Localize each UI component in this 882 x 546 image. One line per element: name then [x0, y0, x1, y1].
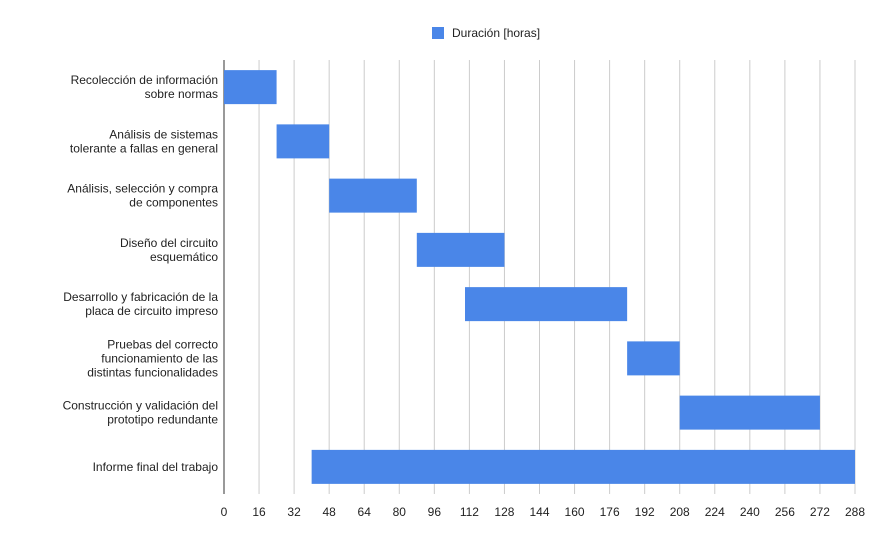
x-tick-label: 224	[705, 505, 725, 519]
x-tick-label: 32	[287, 505, 301, 519]
category-label: Diseño del circuito	[120, 236, 218, 250]
category-label: Informe final del trabajo	[93, 460, 219, 474]
category-label: de componentes	[129, 196, 218, 210]
x-tick-label: 256	[775, 505, 795, 519]
gantt-bar	[276, 124, 330, 159]
category-label: Pruebas del correcto	[107, 337, 218, 351]
x-tick-label: 128	[494, 505, 514, 519]
category-label: prototipo redundante	[107, 413, 218, 427]
x-tick-label: 160	[565, 505, 585, 519]
x-tick-label: 48	[322, 505, 336, 519]
category-label: Recolección de información	[71, 73, 218, 87]
x-tick-label: 16	[252, 505, 266, 519]
x-tick-label: 192	[635, 505, 655, 519]
x-tick-label: 96	[428, 505, 442, 519]
x-tick-label: 0	[221, 505, 228, 519]
chart-legend: Duración [horas]	[432, 26, 540, 40]
gantt-bar	[679, 395, 820, 430]
category-label: distintas funcionalidades	[87, 365, 218, 379]
category-label: tolerante a fallas en general	[70, 141, 218, 155]
x-tick-label: 240	[740, 505, 760, 519]
category-label: Construcción y validación del	[63, 399, 218, 413]
category-label: Análisis de sistemas	[109, 127, 218, 141]
category-label: funcionamiento de las	[101, 351, 218, 365]
x-tick-label: 80	[393, 505, 407, 519]
x-tick-label: 272	[810, 505, 830, 519]
x-tick-label: 176	[600, 505, 620, 519]
gantt-bar	[465, 287, 628, 322]
x-tick-label: 144	[529, 505, 549, 519]
gantt-bar	[329, 178, 417, 213]
gantt-bar	[311, 449, 855, 484]
legend-label: Duración [horas]	[452, 26, 541, 40]
category-label: Desarrollo y fabricación de la	[63, 290, 218, 304]
legend-swatch	[432, 27, 444, 39]
gantt-bar	[416, 232, 505, 267]
category-label: Análisis, selección y compra	[67, 182, 218, 196]
gantt-bar	[627, 341, 680, 376]
category-label: sobre normas	[145, 87, 218, 101]
x-tick-label: 64	[358, 505, 372, 519]
category-label: placa de circuito impreso	[85, 304, 218, 318]
x-tick-label: 288	[845, 505, 865, 519]
x-tick-label: 208	[670, 505, 690, 519]
x-tick-label: 112	[460, 505, 479, 519]
category-label: esquemático	[150, 250, 218, 264]
gantt-bar	[224, 70, 277, 105]
